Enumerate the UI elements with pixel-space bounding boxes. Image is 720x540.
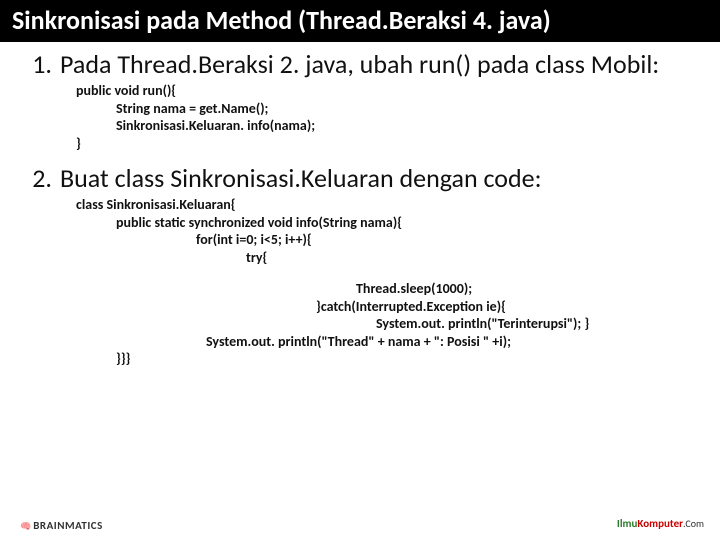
code-line: public void run(){: [76, 82, 700, 100]
logo-part-komputer: Komputer: [637, 517, 683, 530]
code-line: class Sinkronisasi.Keluaran{: [76, 196, 700, 214]
list-text: Pada Thread.Beraksi 2. java, ubah run() …: [60, 50, 659, 80]
logo-brainmatics: 🧠 BRAINMATICS: [20, 519, 103, 532]
list-item-1: 1. Pada Thread.Beraksi 2. java, ubah run…: [20, 48, 700, 80]
list-text: Buat class Sinkronisasi.Keluaran dengan …: [60, 164, 542, 194]
code-line: try{: [76, 249, 700, 267]
slide-content: 1. Pada Thread.Beraksi 2. java, ubah run…: [0, 48, 720, 368]
logo-part-com: .Com: [683, 517, 704, 530]
logo-part-ilmu: Ilmu: [617, 517, 638, 530]
code-line: System.out. println("Thread" + nama + ":…: [76, 333, 700, 351]
logo-ilmukomputer: IlmuKomputer.Com: [617, 517, 704, 530]
code-line: Thread.sleep(1000);: [76, 280, 700, 298]
code-line: for(int i=0; i<5; i++){: [76, 231, 700, 249]
code-line: [76, 266, 700, 280]
brand-text: BRAINMATICS: [33, 519, 103, 532]
code-block-2: class Sinkronisasi.Keluaran{ public stat…: [76, 196, 700, 368]
slide-title: Sinkronisasi pada Method (Thread.Beraksi…: [0, 0, 720, 42]
code-block-1: public void run(){ String nama = get.Nam…: [76, 82, 700, 152]
code-line: }: [76, 135, 700, 153]
code-line: }catch(Interrupted.Exception ie){: [76, 298, 700, 316]
code-line: String nama = get.Name();: [76, 100, 700, 118]
code-line: }}}: [76, 350, 700, 368]
code-line: System.out. println("Terinterupsi"); }: [76, 315, 700, 333]
list-number: 2.: [20, 162, 52, 194]
code-line: public static synchronized void info(Str…: [76, 214, 700, 232]
list-item-2: 2. Buat class Sinkronisasi.Keluaran deng…: [20, 162, 700, 194]
footer: 🧠 BRAINMATICS IlmuKomputer.Com: [0, 510, 720, 534]
brain-icon: 🧠: [20, 521, 31, 532]
list-number: 1.: [20, 48, 52, 80]
code-line: Sinkronisasi.Keluaran. info(nama);: [76, 117, 700, 135]
